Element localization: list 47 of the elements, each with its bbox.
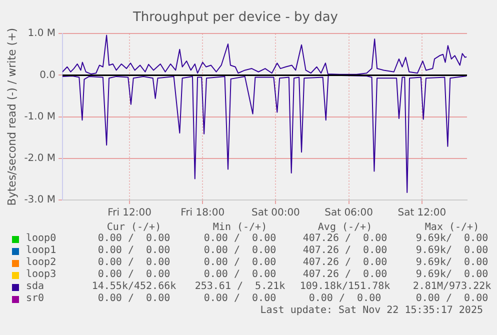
text: 9.69k/ 0.00 <box>416 233 488 244</box>
x-tick-label: Fri 12:00 <box>108 208 152 219</box>
text: 0.00 / 0.00 <box>98 257 170 268</box>
text: Last update: Sat Nov 22 15:35:17 2025 <box>260 305 483 316</box>
text: 9.69k/ 0.00 <box>416 257 488 268</box>
text: 109.18k/151.78k <box>300 281 390 292</box>
text: 0.00 / 0.00 <box>416 293 488 304</box>
text: 2.81M/973.22k <box>412 281 492 292</box>
y-tick-label: -2.0 M <box>24 152 56 164</box>
text: 0.00 / 0.00 <box>98 233 170 244</box>
text: 0.00 / 0.00 <box>204 293 276 304</box>
x-tick-label: Sat 00:00 <box>252 208 300 219</box>
text: 9.69k/ 0.00 <box>416 245 488 256</box>
x-tick-label: Fri 18:00 <box>180 208 225 219</box>
legend-label: sda <box>26 281 44 292</box>
text: Min (-/+) <box>212 222 268 233</box>
y-tick-label: 1.0 M <box>28 28 56 40</box>
y-tick-label: 0.0 <box>40 70 56 81</box>
text: 0.00 / 0.00 <box>204 269 276 280</box>
chart-title: Throughput per device - by day <box>132 10 338 26</box>
text: 407.26 / 0.00 <box>302 257 388 268</box>
text: Max (-/+) <box>424 222 480 233</box>
text: 0.00 / 0.00 <box>204 233 276 244</box>
text: 407.26 / 0.00 <box>302 245 388 256</box>
text: 0.00 / 0.00 <box>204 257 276 268</box>
legend-label: loop0 <box>26 233 56 244</box>
text: 14.55k/452.66k <box>92 281 176 292</box>
text: Cur (-/+) <box>106 222 162 233</box>
text: 9.69k/ 0.00 <box>416 269 488 280</box>
legend-label: loop1 <box>26 245 56 256</box>
text: 0.00 / 0.00 <box>98 293 170 304</box>
text: 253.61 / 5.21k <box>194 281 286 292</box>
legend-label: loop3 <box>26 269 56 280</box>
text: 0.00 / 0.00 <box>308 293 382 304</box>
x-tick-label: Sat 06:00 <box>324 208 374 219</box>
x-tick-label: Sat 12:00 <box>398 208 446 219</box>
text: 0.00 / 0.00 <box>98 269 170 280</box>
text: Avg (-/+) <box>318 222 372 233</box>
text: 0.00 / 0.00 <box>204 245 276 256</box>
y-tick-label: -3.0 M <box>24 194 56 206</box>
text: 407.26 / 0.00 <box>302 233 388 244</box>
text: 0.00 / 0.00 <box>98 245 170 256</box>
legend-label: sr0 <box>26 293 44 304</box>
y-tick-label: -1.0 M <box>24 111 56 122</box>
legend-label: loop2 <box>26 257 56 268</box>
text: 407.26 / 0.00 <box>302 269 388 280</box>
y-axis-title: Bytes/second read (-) / write (+) <box>5 28 18 206</box>
